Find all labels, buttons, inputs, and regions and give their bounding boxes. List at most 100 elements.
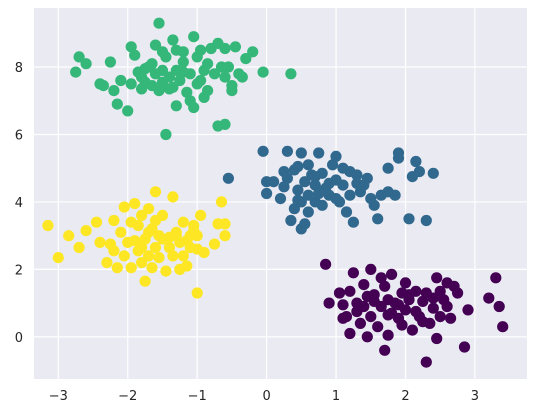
data-point <box>163 83 175 95</box>
data-point <box>229 41 241 53</box>
data-point <box>149 241 162 254</box>
data-point <box>392 299 405 311</box>
data-point <box>382 329 394 341</box>
data-point <box>320 258 332 270</box>
data-point <box>97 80 109 92</box>
data-point <box>177 66 189 78</box>
data-point <box>143 250 155 262</box>
data-point <box>226 80 238 92</box>
data-point <box>347 216 359 228</box>
data-point <box>347 267 359 279</box>
data-point <box>219 218 231 230</box>
data-point <box>202 58 214 70</box>
data-point <box>215 196 228 208</box>
data-point <box>420 214 432 227</box>
data-point <box>167 191 179 203</box>
data-point <box>295 147 307 159</box>
x-tick-label: −3 <box>49 389 68 404</box>
data-point <box>292 194 304 206</box>
data-point <box>413 166 425 178</box>
data-point <box>94 236 106 248</box>
x-tick-label: 1 <box>332 389 340 404</box>
data-point <box>219 118 231 130</box>
data-point <box>167 34 179 46</box>
data-point <box>136 241 148 254</box>
data-point <box>70 66 82 78</box>
data-point <box>215 61 228 73</box>
data-point <box>198 91 210 103</box>
data-point <box>104 56 116 68</box>
data-point <box>261 187 273 200</box>
data-point <box>458 341 471 353</box>
data-point <box>302 206 314 218</box>
data-point <box>240 53 252 65</box>
x-tick-label: 0 <box>262 389 270 404</box>
data-point <box>299 218 311 230</box>
data-point <box>299 176 311 188</box>
data-point <box>452 287 464 299</box>
data-point <box>268 176 280 188</box>
y-tick-label: 2 <box>15 263 23 278</box>
data-point <box>108 214 120 227</box>
data-point <box>177 216 189 228</box>
data-point <box>431 272 443 284</box>
data-point <box>125 41 137 53</box>
data-point <box>52 252 64 264</box>
data-point <box>417 316 429 328</box>
data-point <box>358 279 370 291</box>
data-point <box>160 265 172 277</box>
data-point <box>177 46 189 58</box>
data-point <box>118 250 130 262</box>
x-tick-label: −2 <box>118 389 137 404</box>
data-point <box>236 71 248 83</box>
y-tick-label: 4 <box>15 196 23 211</box>
data-point <box>129 198 141 210</box>
data-point <box>462 304 474 316</box>
data-point <box>441 300 453 313</box>
data-point <box>392 147 405 159</box>
data-point <box>257 66 269 78</box>
data-point <box>309 179 321 191</box>
data-point <box>160 128 172 141</box>
data-point <box>101 257 113 269</box>
data-point <box>361 172 373 184</box>
data-point <box>73 241 85 254</box>
data-point <box>292 160 304 173</box>
data-point <box>146 58 158 70</box>
data-point <box>174 74 186 87</box>
data-point <box>302 159 314 171</box>
data-point <box>344 327 356 340</box>
data-points <box>42 17 509 368</box>
data-point <box>132 219 144 232</box>
data-point <box>330 193 342 205</box>
data-point <box>181 235 193 247</box>
data-point <box>337 299 349 311</box>
data-point <box>375 272 387 284</box>
data-point <box>129 235 141 247</box>
data-point <box>125 78 137 90</box>
data-point <box>382 309 394 321</box>
data-point <box>136 209 148 221</box>
data-point <box>191 78 203 90</box>
data-point <box>333 287 346 299</box>
x-tick-label: 2 <box>401 389 409 404</box>
data-point <box>323 177 335 189</box>
data-point <box>379 344 391 356</box>
data-point <box>379 280 391 292</box>
data-point <box>73 51 85 63</box>
data-point <box>441 277 453 289</box>
data-point <box>344 166 356 178</box>
data-point <box>354 317 366 329</box>
data-point <box>399 277 412 289</box>
x-tick-label: −1 <box>188 389 207 404</box>
data-point <box>149 186 162 198</box>
data-point <box>302 189 314 201</box>
data-point <box>313 147 325 159</box>
x-tick-labels: −3 −2 −1 0 1 2 3 <box>49 389 479 404</box>
data-point <box>208 238 221 250</box>
data-point <box>153 17 165 29</box>
data-point <box>163 71 175 83</box>
data-point <box>118 201 130 213</box>
data-point <box>188 31 200 43</box>
data-point <box>361 331 373 343</box>
